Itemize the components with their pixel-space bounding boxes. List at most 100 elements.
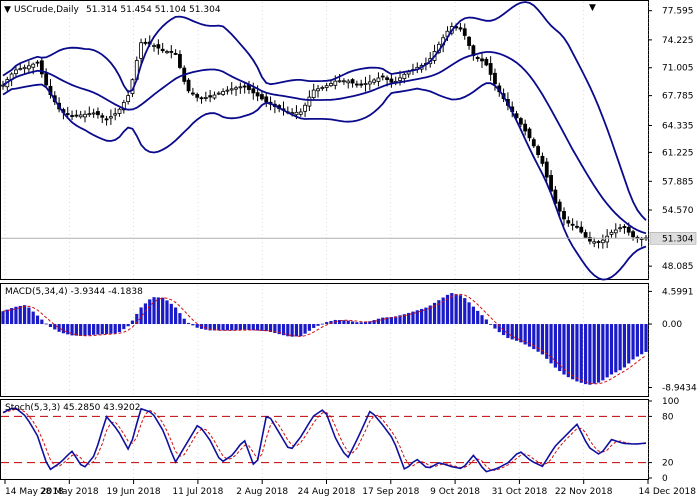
macd-y-tick-label: 0.00 [662, 320, 682, 330]
macd-bar [402, 314, 406, 325]
macd-bar [614, 324, 618, 373]
macd-bar [338, 319, 342, 325]
macd-bar [234, 324, 238, 331]
price-y-tick-label: 77.595 [662, 7, 694, 17]
macd-bar [592, 324, 596, 384]
macd-bar [243, 324, 247, 330]
macd-bar [238, 324, 242, 330]
macd-bar [381, 317, 385, 325]
macd-bar [139, 307, 143, 325]
macd-bar [394, 316, 398, 325]
candle-body [372, 79, 377, 83]
macd-bar [307, 324, 311, 331]
candle-body [544, 161, 549, 178]
macd-bar [212, 324, 217, 331]
candle-body [324, 85, 329, 88]
stoch-panel-frame [0, 399, 649, 480]
macd-bar [303, 324, 307, 334]
candle-body [238, 86, 243, 89]
candle-body [100, 115, 105, 118]
macd-bar [605, 324, 609, 378]
axes: 51.304 77.595 74.225 71.005 67.785 64.335 61.2… [4, 7, 697, 497]
price-y-tick-label: 61.225 [662, 148, 694, 158]
macd-bar [441, 297, 445, 325]
x-tick-label: 28 May 2018 [40, 487, 99, 497]
candle-body [307, 96, 312, 107]
macd-bar [87, 324, 91, 336]
macd-bar [290, 324, 294, 337]
macd-bar [342, 320, 346, 325]
macd-bar [471, 306, 475, 325]
macd-bar [419, 308, 424, 325]
candle-body [78, 114, 83, 118]
macd-bar [583, 324, 588, 385]
macd-bar [70, 324, 74, 336]
candle-body [169, 51, 174, 53]
candle-body [402, 73, 407, 79]
macd-bar [596, 324, 601, 383]
candle-body [14, 69, 18, 75]
macd-bar [83, 324, 87, 336]
candle-body [242, 85, 247, 88]
macd-bar [316, 324, 320, 326]
candle-body [626, 226, 631, 233]
macd-bar [553, 324, 557, 368]
macd-bar [618, 324, 622, 371]
candle-body [600, 239, 605, 244]
macd-bar [536, 324, 540, 352]
macd-bar [92, 324, 96, 335]
ohlc-readout: 51.314 51.454 51.104 51.304 [86, 5, 221, 15]
macd-bar [476, 310, 480, 325]
macd-bar [325, 322, 329, 325]
macd-bar [27, 307, 31, 325]
bollinger-middle-line [2, 51, 647, 235]
macd-bar [622, 324, 627, 368]
macd-bar [74, 324, 78, 336]
macd-bar [312, 324, 316, 328]
macd-bar [320, 323, 324, 325]
macd-bar [424, 307, 428, 325]
macd-bar [178, 313, 182, 325]
macd-bar [644, 324, 648, 352]
candle-body [255, 92, 260, 97]
macd-y-tick-label: -8.9434 [662, 384, 697, 394]
x-tick-label: 17 Sep 2018 [362, 487, 419, 497]
candle-body [462, 28, 467, 36]
candle-body [536, 146, 541, 156]
candle-body [216, 92, 221, 95]
candle-body [531, 139, 536, 147]
macd-bar [135, 313, 139, 325]
candle-body [199, 97, 204, 100]
candle-body [264, 96, 269, 103]
candle-body [156, 44, 161, 49]
macd-y-tick-label: 4.5991 [662, 287, 694, 297]
macd-bar [221, 324, 225, 331]
candle-body [298, 111, 303, 115]
macd-bar [355, 322, 359, 325]
candle-body [208, 95, 213, 98]
macd-bar [519, 324, 523, 343]
macd-bar [437, 300, 441, 325]
candle-body [493, 72, 497, 85]
macd-bar [294, 324, 299, 337]
macd-bar [467, 302, 471, 325]
candle-body [596, 241, 601, 243]
macd-bar [558, 324, 562, 372]
candle-body [260, 94, 264, 100]
candle-body [484, 58, 489, 66]
macd-bar [432, 302, 437, 325]
x-tick-label: 9 Oct 2018 [430, 487, 480, 497]
macd-bar [566, 324, 570, 378]
macd-bar [117, 324, 122, 333]
macd-bar [484, 319, 488, 325]
bollinger-upper-line [2, 1, 647, 221]
macd-bar [79, 324, 83, 336]
candle-body [178, 54, 182, 68]
candle-body [70, 115, 74, 117]
candle-body [31, 63, 36, 68]
macd-panel [1, 293, 648, 385]
macd-bar [22, 305, 27, 325]
candle-body [251, 88, 256, 94]
stoch-y-tick-label: 100 [662, 397, 679, 407]
macd-bar [540, 324, 545, 355]
